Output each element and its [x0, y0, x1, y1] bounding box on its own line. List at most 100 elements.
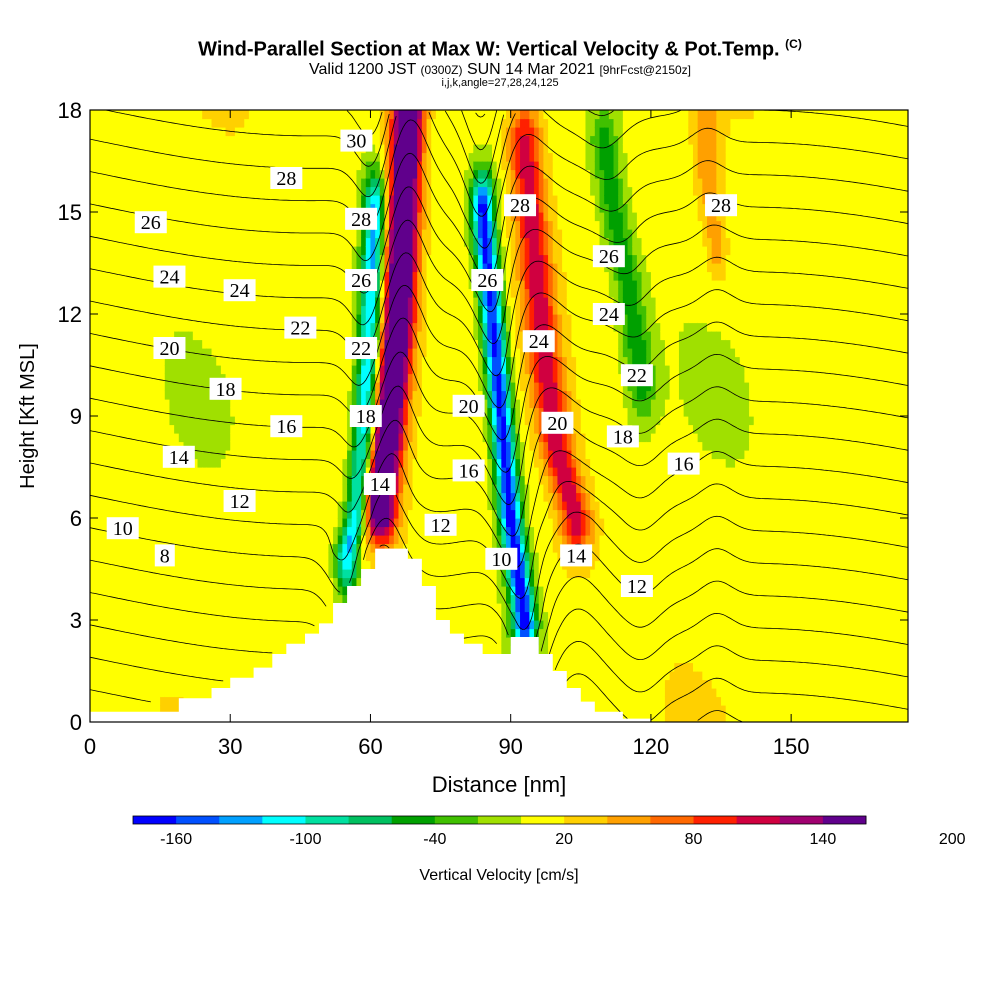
copyright-mark: (C) [785, 37, 802, 51]
colorbar-tick-label: -100 [289, 831, 321, 848]
colorbar-swatch [176, 816, 220, 824]
theta-contour-label: 18 [209, 377, 242, 401]
colorbar-tick-label: 80 [685, 831, 703, 848]
theta-contour-label: 26 [134, 211, 167, 234]
theta-contour-label: 12 [424, 513, 457, 537]
colorbar-tick-label: 140 [810, 831, 837, 848]
valid-date: SUN 14 Mar 2021 [466, 61, 595, 78]
grid-indices: i,j,k,angle=27,28,24,125 [441, 77, 559, 89]
theta-contour-line [90, 640, 908, 703]
forecast-info: [9hrFcst@2150z] [599, 63, 692, 77]
theta-contour-line [90, 511, 908, 630]
theta-contour-line [697, 710, 743, 722]
x-axis-label: Distance [nm] [432, 772, 567, 797]
theta-contour-line [90, 418, 908, 537]
colorbar-swatch [736, 816, 781, 824]
terrain-profile [90, 548, 908, 722]
y-axis-label: Height [Kft MSL] [17, 343, 39, 489]
valid-zulu: (0300Z) [420, 63, 463, 77]
axes: 0 30 60 90 120 150 0 3 6 9 12 15 18 [58, 98, 909, 759]
theta-contour-label: 16 [667, 452, 700, 476]
colorbar-swatch [477, 816, 522, 824]
y-tick-label: 12 [58, 302, 82, 327]
theta-contours [90, 110, 908, 722]
theta-contour-line [90, 351, 908, 473]
theta-contour-line [90, 252, 908, 377]
theta-contour-label: 28 [504, 194, 537, 217]
theta-contour-line [90, 608, 908, 682]
colorbar-swatch [434, 816, 479, 824]
x-tick-label: 120 [633, 734, 670, 759]
theta-contour-label: 14 [162, 445, 195, 469]
theta-contour-label: 26 [345, 269, 378, 292]
chart-title: Wind-Parallel Section at Max W: Vertical… [0, 37, 1000, 62]
x-tick-label: 30 [218, 734, 242, 759]
chart-title-text: Wind-Parallel Section at Max W: Vertical… [198, 38, 780, 61]
theta-contour-label: 18 [349, 405, 382, 428]
theta-contour-label: 26 [592, 245, 625, 268]
theta-contour-label: 28 [270, 167, 303, 190]
theta-contour-label: 20 [452, 394, 485, 418]
theta-contour-line [90, 152, 908, 281]
theta-contour-label: 22 [284, 316, 317, 340]
theta-contour-label: 24 [592, 303, 625, 326]
colorbar-swatch [650, 816, 695, 824]
theta-contour-line [564, 673, 908, 721]
colorbar-swatch [133, 816, 177, 824]
colorbar-swatch [219, 816, 263, 824]
theta-contour-line [90, 119, 908, 249]
theta-contour-label: 26 [471, 269, 504, 292]
colorbar-tick-label: 200 [939, 831, 966, 848]
y-tick-label: 0 [70, 710, 82, 735]
theta-contour-label: 10 [485, 547, 518, 571]
x-tick-label: 60 [358, 734, 382, 759]
theta-contour-label: 28 [705, 194, 738, 217]
colorbar-swatch [521, 816, 565, 824]
theta-contour-labels: 30 28 28 28 28 26 26 26 26 24 24 24 24 22 22 22 20 20 20 18… [106, 129, 738, 598]
valid-time-line: Valid 1200 JST (0300Z) SUN 14 Mar 2021 [… [0, 61, 1000, 79]
theta-contour-line [90, 284, 908, 409]
theta-contour-label: 12 [620, 575, 653, 598]
y-tick-label: 15 [58, 200, 82, 225]
theta-contour-label: 24 [522, 330, 555, 353]
x-tick-label: 0 [84, 734, 96, 759]
colorbar-label: Vertical Velocity [cm/s] [419, 867, 578, 884]
theta-contour-label: 22 [620, 364, 653, 387]
y-tick-label: 9 [70, 404, 82, 429]
theta-contour-label: 14 [363, 473, 396, 496]
theta-contour-label: 20 [541, 411, 574, 435]
theta-contour-label: 28 [345, 207, 378, 231]
valid-time: Valid 1200 JST [308, 61, 416, 78]
y-tick-label: 18 [58, 98, 82, 123]
y-tick-label: 6 [70, 506, 82, 531]
theta-contour-label: 18 [606, 425, 639, 448]
colorbar-swatch [693, 816, 738, 824]
theta-contour-label: 12 [223, 490, 256, 513]
theta-contour-line [90, 450, 908, 568]
theta-contour-line [90, 186, 908, 313]
terrain [90, 548, 908, 722]
colorbar-swatch [262, 816, 306, 824]
colorbar-swatch [348, 816, 393, 824]
colorbar-swatch [779, 816, 824, 824]
colorbar-swatch [564, 816, 608, 824]
y-tick-label: 3 [70, 608, 82, 633]
theta-contour-label: 8 [154, 544, 175, 567]
theta-contour-line [90, 110, 908, 217]
theta-contour-label: 20 [153, 337, 186, 360]
colorbar-swatch [305, 816, 350, 824]
colorbar-swatch [822, 816, 867, 824]
theta-contour-line [90, 543, 908, 645]
theta-contour-label: 10 [106, 517, 139, 540]
colorbar-frame [132, 815, 867, 825]
colorbar-tick-label: -40 [423, 831, 446, 848]
theta-contour-line [90, 385, 908, 506]
theta-contour-label: 24 [223, 279, 256, 302]
colorbar-tick-label: 20 [555, 831, 573, 848]
colorbar-swatch [391, 816, 436, 824]
colorbar-tick-label: -160 [160, 831, 192, 848]
colorbar: -160 -100 -40 20 80 140 200 [132, 815, 966, 848]
theta-contour-label: 14 [560, 544, 593, 567]
x-tick-label: 90 [498, 734, 522, 759]
